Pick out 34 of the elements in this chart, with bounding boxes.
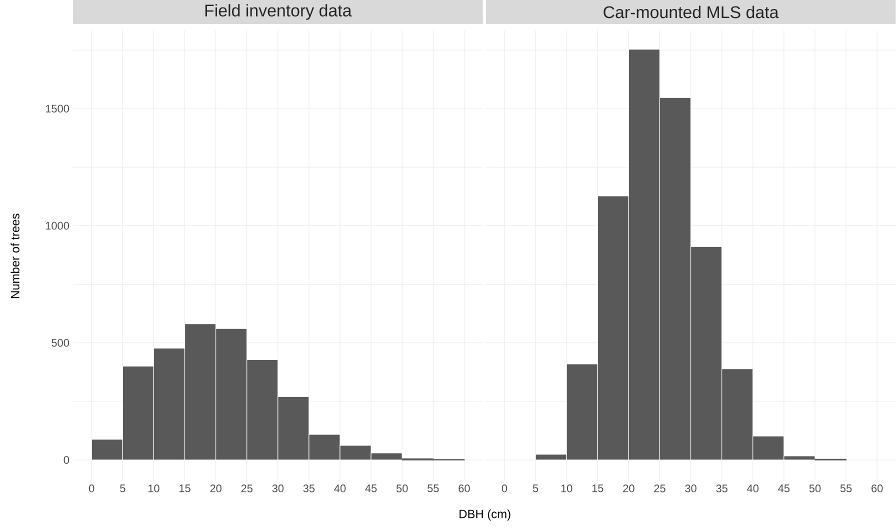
x-tick-label: 45 bbox=[778, 484, 790, 492]
y-tick-label: 1000 bbox=[46, 222, 70, 230]
y-axis-title: Number of trees bbox=[10, 214, 20, 298]
x-tick-label: 50 bbox=[396, 484, 408, 492]
x-tick-label: 5 bbox=[120, 484, 126, 492]
x-axis-title: DBH (cm) bbox=[460, 509, 510, 521]
y-tick-label: 500 bbox=[52, 338, 70, 347]
x-tick-label: 25 bbox=[241, 484, 252, 492]
x-tick-label: 5 bbox=[532, 484, 538, 492]
y-tick-label: 1500 bbox=[46, 104, 70, 113]
x-tick-label: 15 bbox=[180, 484, 190, 492]
x-tick-label: 55 bbox=[428, 484, 439, 492]
x-tick-label: 20 bbox=[210, 484, 222, 492]
x-tick-label: 30 bbox=[685, 484, 696, 492]
x-tick-label: 10 bbox=[148, 484, 160, 492]
x-tick-label: 10 bbox=[561, 484, 572, 492]
x-tick-label: 20 bbox=[623, 484, 634, 492]
x-tick-label: 60 bbox=[872, 484, 883, 492]
chart-title: Car-mounted MLS data bbox=[604, 6, 779, 18]
x-tick-label: 35 bbox=[303, 484, 315, 492]
x-tick-label: 30 bbox=[272, 484, 284, 492]
x-tick-label: 45 bbox=[365, 484, 377, 492]
x-tick-label: 40 bbox=[334, 484, 346, 492]
x-tick-label: 15 bbox=[592, 484, 604, 492]
x-tick-label: 0 bbox=[502, 484, 508, 492]
x-tick-label: 0 bbox=[88, 484, 94, 492]
x-tick-label: 60 bbox=[458, 484, 470, 492]
x-tick-label: 35 bbox=[716, 484, 728, 492]
x-tick-label: 40 bbox=[747, 484, 759, 492]
x-tick-label: 55 bbox=[840, 484, 852, 492]
y-tick-label: 0 bbox=[64, 456, 70, 464]
x-tick-label: 25 bbox=[654, 484, 666, 492]
chart-title: Field inventory data bbox=[205, 4, 352, 20]
x-tick-label: 50 bbox=[809, 484, 821, 492]
